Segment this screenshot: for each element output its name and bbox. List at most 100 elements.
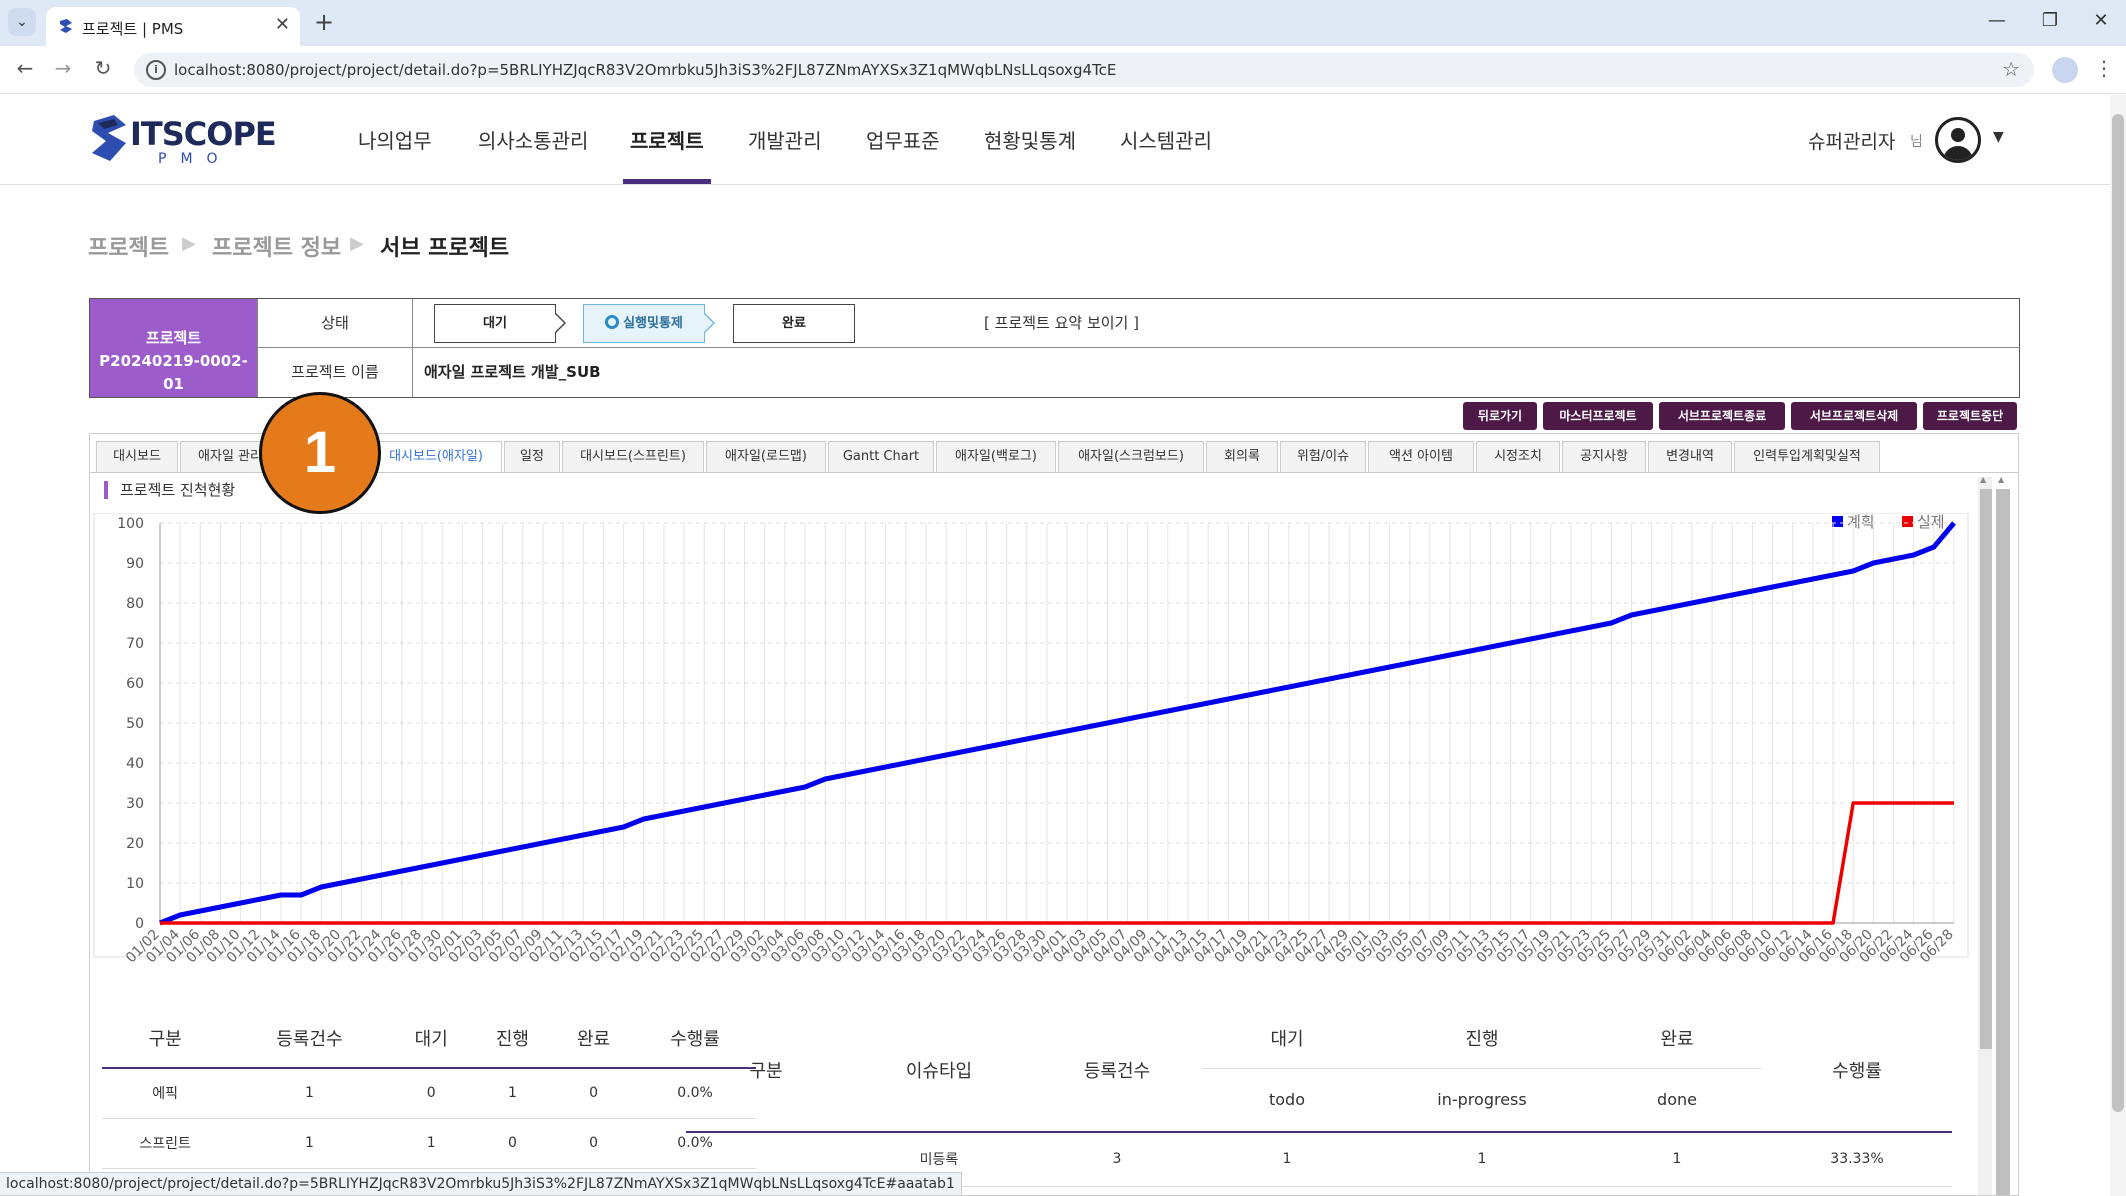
tab-schedule[interactable]: 일정 <box>504 441 560 473</box>
browser-profile-icon[interactable] <box>2052 57 2078 83</box>
page-scrollbar-thumb[interactable] <box>2112 114 2124 1112</box>
delete-sub-project-button[interactable]: 서브프로젝트삭제 <box>1791 402 1917 430</box>
browser-tab-bar: ⌄ 프로젝트 | PMS ✕ + — ❐ ✕ <box>0 0 2126 46</box>
tab-agile-roadmap[interactable]: 애자일(로드맵) <box>706 441 826 473</box>
table-cell: 1 <box>471 1068 553 1119</box>
browser-menu-icon[interactable]: ⋮ <box>2094 56 2114 80</box>
reload-icon[interactable]: ↻ <box>94 56 112 80</box>
series-line-plan <box>159 521 1956 926</box>
y-tick-label: 70 <box>126 636 144 652</box>
breadcrumb-item-project[interactable]: 프로젝트 <box>88 236 169 261</box>
project-name-label: 프로젝트 이름 <box>258 348 413 397</box>
panel-scrollbar-secondary[interactable] <box>1996 489 2010 1195</box>
tab-gantt-chart[interactable]: Gantt Chart <box>828 441 934 473</box>
tab-manpower-plan[interactable]: 인력투입계획및실적 <box>1734 441 1880 473</box>
project-label: 프로젝트 <box>145 329 202 347</box>
table-header-cell: 진행 <box>471 1008 553 1069</box>
browser-tab[interactable]: 프로젝트 | PMS ✕ <box>46 7 300 46</box>
table-header-cell: 수행률 <box>1762 1008 1952 1133</box>
table-cell: 1 <box>1592 1132 1762 1187</box>
table-header-cell: 이슈타입 <box>846 1008 1032 1133</box>
legend-label-actual: 실제 <box>1917 513 1945 531</box>
section-title: 프로젝트 진척현황 <box>104 481 235 499</box>
panel-scrollbar-thumb[interactable] <box>1980 489 1992 1049</box>
step-execution-control-label: 실행및통제 <box>623 316 683 331</box>
caret-down-icon[interactable]: ▼ <box>1993 129 2004 145</box>
step-complete[interactable]: 완료 <box>733 304 855 343</box>
nav-project[interactable]: 프로젝트 <box>630 129 704 153</box>
table-header-cell: 완료 <box>552 1008 635 1069</box>
project-summary-toggle-link[interactable]: [ 프로젝트 요약 보이기 ] <box>984 314 1139 332</box>
table-header-row: 구분 이슈타입 등록건수 대기 진행 완료 수행률 <box>686 1008 1952 1133</box>
nav-work-standard[interactable]: 업무표준 <box>866 129 940 153</box>
tab-search-button[interactable]: ⌄ <box>8 8 36 36</box>
browser-tab-title: 프로젝트 | PMS <box>82 20 184 38</box>
nav-my-work[interactable]: 나의업무 <box>358 129 432 153</box>
nav-development[interactable]: 개발관리 <box>748 129 822 153</box>
legend-item-plan: 계획 <box>1832 511 1875 532</box>
step-waiting[interactable]: 대기 <box>434 304 556 343</box>
y-tick-label: 0 <box>135 916 144 932</box>
table-cell: 0 <box>552 1068 635 1119</box>
breadcrumb-separator-icon: ▶ <box>350 233 364 254</box>
new-tab-button[interactable]: + <box>314 8 335 36</box>
forward-arrow-icon[interactable]: → <box>54 56 72 80</box>
legend-label-plan: 계획 <box>1847 513 1875 531</box>
scroll-up-icon[interactable]: ▲ <box>1998 475 2005 484</box>
end-sub-project-button[interactable]: 서브프로젝트종료 <box>1659 402 1785 430</box>
nav-status-statistics[interactable]: 현황및통계 <box>984 129 1076 153</box>
master-project-button[interactable]: 마스터프로젝트 <box>1543 402 1653 430</box>
step-execution-control[interactable]: 실행및통제 <box>583 304 705 343</box>
nav-communication[interactable]: 의사소통관리 <box>478 129 589 153</box>
tab-agile-backlog[interactable]: 애자일(백로그) <box>936 441 1056 473</box>
tab-notice[interactable]: 공지사항 <box>1562 441 1646 473</box>
browser-status-bar: localhost:8080/project/project/detail.do… <box>0 1172 962 1196</box>
y-tick-label: 20 <box>126 836 144 852</box>
app-header: ITSCOPE PMO 나의업무 의사소통관리 프로젝트 개발관리 업무표준 현… <box>0 95 2110 185</box>
breadcrumb-item-project-info[interactable]: 프로젝트 정보 <box>212 236 342 261</box>
back-arrow-icon[interactable]: ← <box>16 56 34 80</box>
tab-action-item[interactable]: 액션 아이템 <box>1368 441 1474 473</box>
itscope-favicon-icon <box>60 19 72 33</box>
tab-change-history[interactable]: 변경내역 <box>1648 441 1732 473</box>
breadcrumb-separator-icon: ▶ <box>182 233 196 254</box>
legend-swatch-plan <box>1832 516 1843 527</box>
project-status-row: 상태 대기 실행및통제 완료 [ 프로젝트 요약 보이기 ] <box>257 299 2020 348</box>
back-button[interactable]: 뒤로가기 <box>1463 402 1537 430</box>
user-avatar-icon[interactable] <box>1935 117 1981 163</box>
scroll-up-icon[interactable]: ▲ <box>1980 475 1987 484</box>
tab-dashboard-agile[interactable]: 대시보드(애자일) <box>370 441 502 473</box>
window-close-icon[interactable]: ✕ <box>2093 10 2109 31</box>
table-cell: 1 <box>228 1068 391 1119</box>
tab-corrective-action[interactable]: 시정조치 <box>1476 441 1560 473</box>
tab-agile-scrumboard[interactable]: 애자일(스크럼보드) <box>1058 441 1204 473</box>
chart-frame <box>93 513 1969 958</box>
tab-meeting-minutes[interactable]: 회의록 <box>1206 441 1278 473</box>
user-name: 슈퍼관리자 <box>1808 131 1896 153</box>
url-input[interactable]: i localhost:8080/project/project/detail.… <box>134 53 2034 87</box>
table-subheader-cell: todo <box>1202 1068 1372 1133</box>
table-header-cell: 등록건수 <box>228 1008 391 1069</box>
stop-project-button[interactable]: 프로젝트중단 <box>1923 402 2017 430</box>
bookmark-star-icon[interactable]: ☆ <box>2002 57 2020 81</box>
issue-type-summary-table: 구분 이슈타입 등록건수 대기 진행 완료 수행률 todo in-progre… <box>686 1008 1952 1187</box>
location-pin-icon <box>605 315 620 329</box>
table-cell: 스프린트 <box>102 1118 229 1169</box>
y-tick-label: 40 <box>126 756 144 772</box>
close-icon[interactable]: ✕ <box>274 14 290 35</box>
itscope-logo[interactable]: ITSCOPE PMO <box>88 113 277 168</box>
step-arrow-icon <box>704 313 715 333</box>
tab-risk-issue[interactable]: 위험/이슈 <box>1280 441 1366 473</box>
annotation-marker: 1 <box>259 392 381 514</box>
table-subheader-cell: in-progress <box>1372 1068 1592 1133</box>
tab-dashboard-sprint[interactable]: 대시보드(스프린트) <box>562 441 704 473</box>
nav-system[interactable]: 시스템관리 <box>1120 129 1212 153</box>
table-cell: 0 <box>552 1118 635 1169</box>
logo-text: ITSCOPE <box>130 115 277 153</box>
site-info-icon[interactable]: i <box>146 60 166 80</box>
restore-icon[interactable]: ❐ <box>2041 10 2059 31</box>
minimize-icon[interactable]: — <box>1988 10 2006 31</box>
table-subheader-cell: done <box>1592 1068 1762 1133</box>
table-cell: 0 <box>471 1118 553 1169</box>
tab-dashboard[interactable]: 대시보드 <box>96 441 178 473</box>
